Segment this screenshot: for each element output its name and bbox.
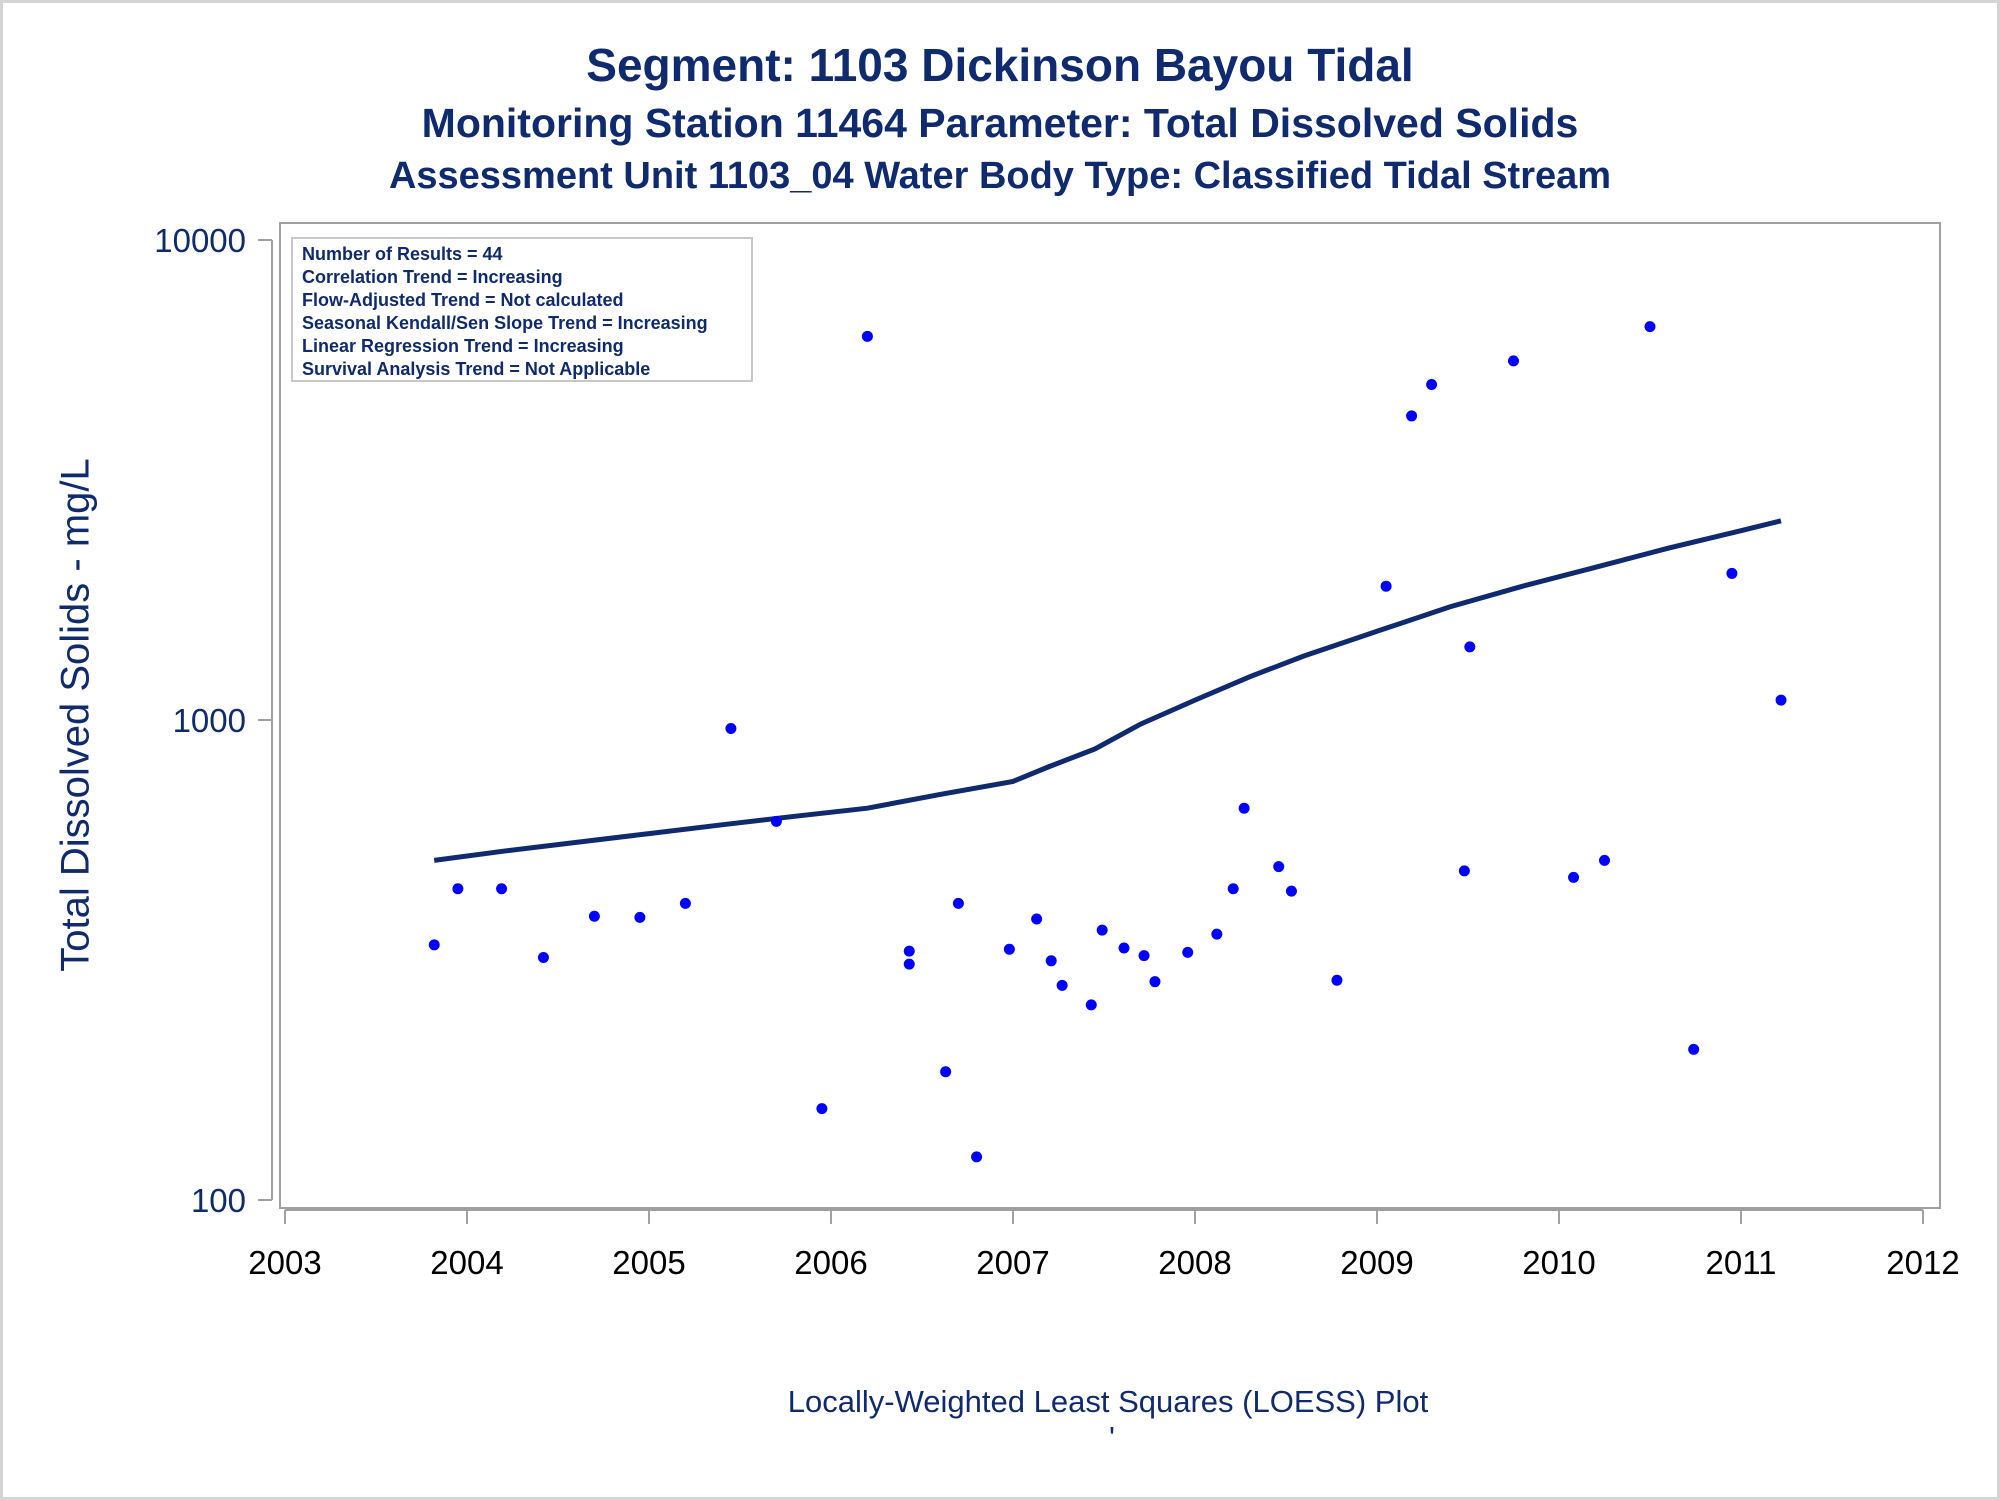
y-tick-label: 10000: [154, 222, 246, 259]
data-point: [1285, 885, 1297, 897]
x-tick-label: 2010: [1522, 1244, 1595, 1281]
data-point: [903, 945, 915, 957]
data-point: [1238, 802, 1250, 814]
legend-line-6: Survival Analysis Trend = Not Applicable: [302, 359, 650, 379]
data-point: [1211, 928, 1223, 940]
data-point: [1726, 567, 1738, 579]
data-point: [1085, 999, 1097, 1011]
data-point: [725, 723, 737, 735]
data-point: [861, 330, 873, 342]
legend-line-4: Seasonal Kendall/Sen Slope Trend = Incre…: [302, 313, 708, 333]
data-point: [770, 815, 782, 827]
data-point: [1599, 854, 1610, 866]
y-axis: 100 1000 10000: [154, 222, 273, 1219]
x-tick-label: 2008: [1158, 1244, 1231, 1281]
data-point: [496, 883, 508, 895]
x-tick-label: 2004: [430, 1244, 503, 1281]
x-tick-label: 2007: [976, 1244, 1049, 1281]
data-point: [1568, 871, 1580, 883]
data-point: [903, 958, 915, 970]
data-point: [1458, 865, 1470, 877]
data-point: [1056, 979, 1068, 991]
legend-line-1: Number of Results = 44: [302, 244, 503, 264]
data-point: [1031, 913, 1043, 925]
data-point: [1182, 946, 1194, 958]
x-tick-label: 2003: [248, 1244, 321, 1281]
data-point: [1426, 378, 1438, 390]
data-point: [1688, 1043, 1700, 1055]
legend-line-5: Linear Regression Trend = Increasing: [302, 336, 624, 356]
x-tick-label: 2011: [1706, 1244, 1777, 1281]
chart-subtitle: Monitoring Station 11464 Parameter: Tota…: [421, 100, 1579, 146]
data-point: [1138, 950, 1150, 962]
y-tick-label: 1000: [173, 702, 246, 739]
data-point: [1149, 976, 1161, 988]
data-point: [1644, 321, 1656, 333]
y-tick-label: 100: [191, 1182, 246, 1219]
data-point: [971, 1151, 983, 1163]
loess-line: [433, 518, 1782, 863]
x-tick-label: 2012: [1886, 1244, 1959, 1281]
data-point: [1406, 410, 1418, 422]
data-point: [428, 939, 440, 951]
data-point: [679, 897, 691, 909]
plot-area: [279, 222, 1941, 1209]
footer-mark: ': [1109, 1420, 1115, 1455]
data-point: [1464, 641, 1476, 653]
y-axis-label: Total Dissolved Solids - mg/L: [54, 458, 98, 972]
data-point: [816, 1103, 828, 1115]
data-point: [1227, 883, 1239, 895]
data-point: [952, 897, 964, 909]
data-point: [1096, 924, 1108, 936]
chart-subtitle-2: Assessment Unit 1103_04 Water Body Type:…: [388, 155, 1612, 197]
data-point: [452, 883, 464, 895]
data-point: [1508, 355, 1519, 367]
x-tick-label: 2009: [1340, 1244, 1413, 1281]
data-point: [634, 911, 646, 923]
legend-line-2: Correlation Trend = Increasing: [302, 267, 563, 287]
data-point: [588, 910, 600, 922]
stats-legend: Number of Results = 44 Correlation Trend…: [291, 237, 753, 382]
data-point: [940, 1066, 952, 1078]
data-point: [1045, 955, 1057, 967]
data-point: [537, 952, 549, 964]
data-point: [1273, 861, 1285, 873]
data-point: [1775, 694, 1787, 706]
chart-title: Segment: 1103 Dickinson Bayou Tidal: [586, 39, 1414, 91]
footer-caption: Locally-Weighted Least Squares (LOESS) P…: [788, 1384, 1429, 1419]
data-points: [428, 321, 1787, 1163]
x-tick-label: 2005: [612, 1244, 685, 1281]
data-point: [1380, 580, 1392, 592]
data-point: [1003, 943, 1015, 955]
legend-box: [291, 237, 753, 382]
data-point: [1331, 974, 1343, 986]
x-axis: 2003 2004 2005 2006 2007 2008 2009 2010 2011 2012: [248, 1209, 1960, 1281]
x-tick-label: 2006: [794, 1244, 867, 1281]
legend-line-3: Flow-Adjusted Trend = Not calculated: [302, 290, 624, 310]
data-point: [1118, 942, 1130, 954]
